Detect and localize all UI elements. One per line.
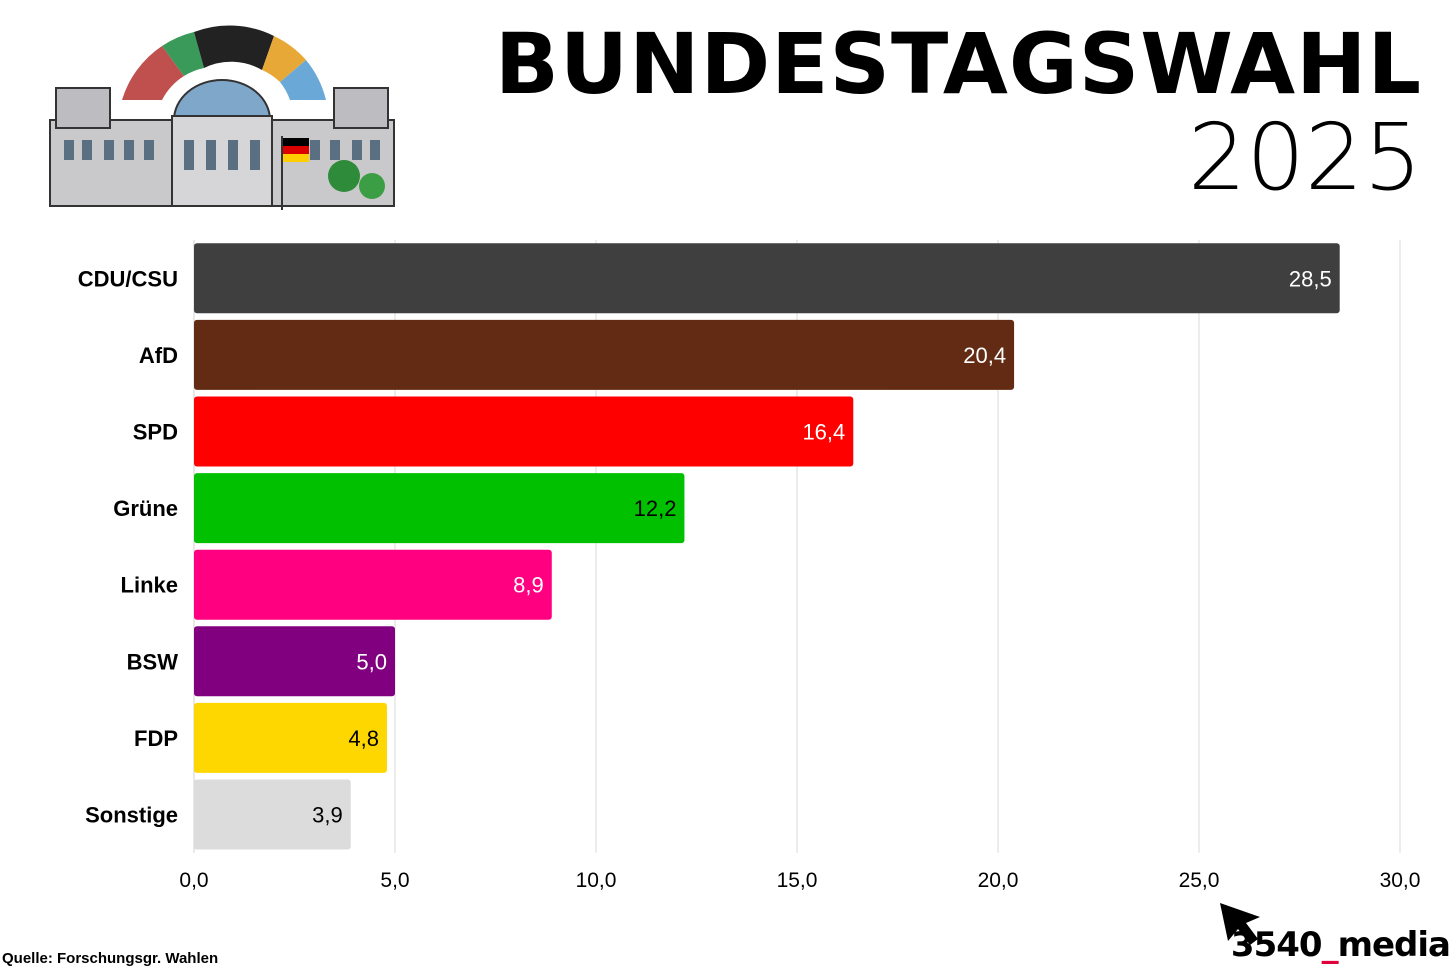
data-label: 12,2 <box>634 496 677 521</box>
bar <box>194 626 395 697</box>
x-tick-label: 15,0 <box>777 869 818 892</box>
bar <box>194 549 552 620</box>
x-tick-label: 0,0 <box>179 869 208 892</box>
bar <box>194 319 1015 390</box>
logo-text: 3540_media <box>1230 925 1451 965</box>
x-tick-label: 30,0 <box>1380 869 1421 892</box>
brand-logo: 3540_media <box>1210 903 1451 969</box>
reichstag-illustration <box>49 25 395 210</box>
x-tick-label: 5,0 <box>380 869 409 892</box>
x-tick-label: 10,0 <box>576 869 617 892</box>
data-label: 28,5 <box>1289 266 1332 291</box>
german-flag-icon <box>281 136 309 210</box>
category-label: Sonstige <box>85 803 178 828</box>
logo-prefix: 3540 <box>1230 925 1323 965</box>
parliament-seats-graphic <box>122 25 326 100</box>
data-label: 8,9 <box>513 573 544 598</box>
bar <box>194 473 685 544</box>
bar <box>194 779 351 850</box>
bar <box>194 702 387 773</box>
x-tick-label: 25,0 <box>1179 869 1220 892</box>
category-label: AfD <box>139 343 178 368</box>
logo-suffix: media <box>1337 925 1451 965</box>
page-title: BUNDESTAGSWAHL <box>494 15 1422 113</box>
category-label: Linke <box>121 573 178 598</box>
category-label: BSW <box>127 649 179 674</box>
page-subtitle-year: 2025 <box>1187 104 1422 211</box>
data-label: 16,4 <box>802 420 845 445</box>
category-label: Grüne <box>113 496 178 521</box>
category-label: CDU/CSU <box>78 266 178 291</box>
data-label: 5,0 <box>356 649 387 674</box>
cursor-arrow-icon <box>1220 903 1260 945</box>
data-label: 3,9 <box>312 803 343 828</box>
category-label: SPD <box>133 420 178 445</box>
x-tick-label: 20,0 <box>978 869 1019 892</box>
source-note: Quelle: Forschungsgr. Wahlen <box>2 950 219 967</box>
bar <box>194 396 854 467</box>
category-label: FDP <box>134 726 178 751</box>
data-label: 4,8 <box>348 726 379 751</box>
bar-chart: 28,5 CDU/CSU 20,4 AfD 16,4 SPD 12,2 Grüne 8,9 Lin… <box>78 240 1421 892</box>
data-label: 20,4 <box>963 343 1006 368</box>
bar <box>194 243 1340 314</box>
logo-underscore: _ <box>1321 925 1339 965</box>
